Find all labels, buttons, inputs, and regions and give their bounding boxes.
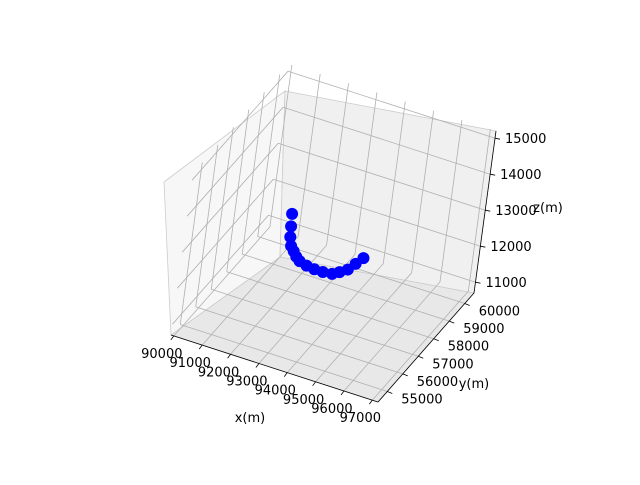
tick-labels: 9000091000920009300094000950009600097000…: [141, 132, 546, 426]
x-tick-label: 93000: [226, 374, 267, 389]
grid-line-x-wall: [411, 110, 435, 273]
grid-line-x-wall: [354, 92, 378, 255]
x-tick-label: 90000: [141, 347, 182, 362]
tick-marks: [170, 137, 501, 405]
y-tick-label: 57000: [432, 357, 473, 372]
grid-line-z-back: [283, 106, 491, 175]
z-tick-label: 15000: [505, 132, 546, 147]
grid-line-x-floor: [315, 272, 412, 383]
x-tick-label: 92000: [198, 365, 239, 380]
x-tick-mark: [283, 372, 288, 377]
z-tick-mark: [485, 209, 491, 212]
x-tick-label: 91000: [170, 356, 211, 371]
x-tick-mark: [369, 399, 373, 405]
grid-line-y-wall: [257, 74, 281, 237]
data-point: [286, 207, 299, 220]
grid-line-z-left: [177, 178, 274, 289]
y-tick-mark: [449, 320, 455, 324]
grid-line-x-floor: [343, 281, 441, 392]
z-tick-label: 11000: [485, 276, 526, 291]
x-tick-label: 95000: [283, 393, 324, 408]
grid-line-y-wall: [195, 144, 219, 307]
grid-line-y-floor: [211, 288, 419, 357]
grid-line-x-wall: [326, 83, 349, 246]
grid-line-y-floor: [180, 324, 388, 392]
grid-line-x-floor: [372, 290, 469, 401]
grid-line-z-left: [186, 106, 284, 217]
x-tick-label: 97000: [340, 411, 381, 426]
grid-line-y-wall: [226, 109, 250, 272]
z-tick-mark: [480, 245, 486, 248]
x-tick-mark: [198, 344, 203, 350]
grid-line-z-left: [172, 214, 269, 325]
y-tick-mark: [402, 373, 408, 377]
y-tick-mark: [387, 391, 393, 394]
grid-line-z-back: [278, 142, 486, 211]
grid-line-z-back: [273, 178, 481, 247]
data-point: [357, 252, 370, 265]
grid-line-x-wall: [297, 74, 321, 237]
x-tick-label: 96000: [311, 402, 352, 417]
x-tick-mark: [312, 381, 316, 387]
grid-line-x-wall: [439, 119, 463, 283]
grid-line-x-floor: [286, 263, 384, 373]
y-tick-mark: [418, 355, 424, 359]
y-tick-label: 60000: [479, 305, 520, 320]
grid-line-x-wall: [269, 64, 293, 227]
grid-line-z-back: [287, 70, 496, 139]
y-tick-mark: [433, 338, 439, 342]
y-tick-mark: [464, 303, 470, 306]
z-tick-mark: [490, 173, 496, 176]
y-tick-label: 56000: [417, 375, 458, 390]
grid-line-x-wall: [382, 101, 406, 264]
grid-line-y-floor: [242, 253, 450, 322]
x-tick-label: 94000: [255, 384, 296, 399]
grid-line-y-wall: [179, 162, 203, 325]
data-points: [284, 207, 370, 280]
grid-line-x-wall: [467, 129, 491, 292]
y-axis-line: [377, 292, 475, 403]
y-axis-label: y(m): [459, 377, 490, 392]
grid-line-y-wall: [210, 127, 234, 290]
grid-lines: [172, 64, 496, 401]
y-tick-label: 58000: [448, 340, 489, 355]
z-axis-label: z(m): [533, 201, 563, 216]
grid-line-x-floor: [201, 235, 299, 346]
x-tick-mark: [255, 363, 260, 368]
grid-line-y-wall: [241, 92, 265, 255]
x-axis-line: [170, 334, 379, 403]
z-tick-mark: [494, 137, 501, 140]
grid-line-x-floor: [173, 226, 271, 337]
x-tick-mark: [170, 335, 175, 341]
grid-line-y-floor: [226, 271, 434, 340]
grid-line-z-back: [268, 214, 476, 283]
z-tick-label: 14000: [500, 168, 541, 183]
z-tick-label: 12000: [490, 240, 531, 255]
z-tick-label: 13000: [495, 204, 536, 219]
y-tick-label: 55000: [401, 392, 442, 407]
grid-line-z-left: [181, 142, 279, 253]
data-point: [285, 220, 298, 233]
x-tick-mark: [340, 390, 345, 396]
grid-line-y-floor: [195, 306, 403, 375]
z-axis-line: [473, 130, 497, 294]
x-tick-mark: [227, 354, 231, 359]
z-tick-mark: [475, 281, 481, 284]
y-tick-label: 59000: [463, 322, 504, 337]
axes: [170, 130, 497, 403]
x-axis-label: x(m): [235, 411, 266, 426]
grid-line-z-left: [191, 70, 289, 181]
